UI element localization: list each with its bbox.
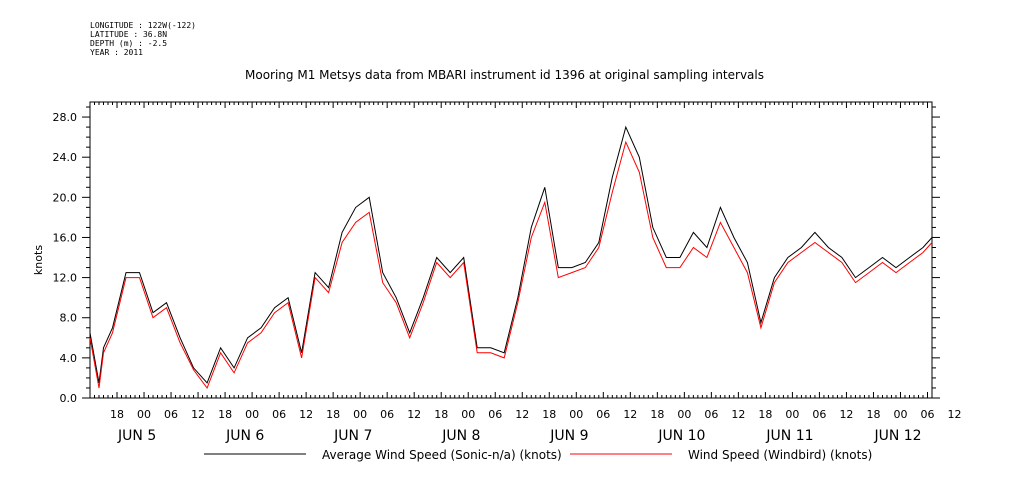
x-hour-label: 18 xyxy=(542,408,556,421)
x-hour-label: 12 xyxy=(299,408,313,421)
series-line-average xyxy=(89,125,933,384)
x-hour-label: 00 xyxy=(461,408,475,421)
x-hour-label: 06 xyxy=(596,408,610,421)
x-day-label: JUN 6 xyxy=(225,428,264,444)
x-hour-label: 18 xyxy=(866,408,880,421)
x-hour-label: 12 xyxy=(948,408,962,421)
x-hour-label: 00 xyxy=(893,408,907,421)
x-hour-label: 06 xyxy=(488,408,502,421)
meta-longitude: LONGITUDE : 122W(-122) xyxy=(90,21,196,30)
x-hour-label: 12 xyxy=(191,408,205,421)
meta-year: YEAR : 2011 xyxy=(90,48,143,57)
x-hour-label: 18 xyxy=(110,408,124,421)
legend-label-windbird: Wind Speed (Windbird) (knots) xyxy=(688,448,872,462)
y-tick-label: 28.0 xyxy=(53,111,78,124)
x-hour-label: 06 xyxy=(812,408,826,421)
x-day-label: JUN 11 xyxy=(765,428,813,444)
series-line-windbird xyxy=(89,140,933,390)
x-hour-label: 06 xyxy=(272,408,286,421)
metadata-block: LONGITUDE : 122W(-122) LATITUDE : 36.8N … xyxy=(90,21,196,57)
meta-latitude: LATITUDE : 36.8N xyxy=(90,30,168,39)
x-hour-label: 18 xyxy=(758,408,772,421)
x-hour-label: 12 xyxy=(731,408,745,421)
x-hour-label: 18 xyxy=(434,408,448,421)
x-hour-label: 00 xyxy=(569,408,583,421)
x-hour-label: 00 xyxy=(677,408,691,421)
x-day-label: JUN 7 xyxy=(333,428,372,444)
chart-title: Mooring M1 Metsys data from MBARI instru… xyxy=(245,68,764,82)
y-tick-label: 0.0 xyxy=(60,392,78,405)
legend-label-average: Average Wind Speed (Sonic-n/a) (knots) xyxy=(322,448,562,462)
x-hour-label: 12 xyxy=(839,408,853,421)
x-hour-label: 00 xyxy=(245,408,259,421)
plot-frame xyxy=(89,101,933,399)
y-axis-label: knots xyxy=(32,245,45,275)
x-hour-label: 12 xyxy=(623,408,637,421)
x-hour-label: 18 xyxy=(650,408,664,421)
x-hour-label: 12 xyxy=(515,408,529,421)
x-hour-label: 00 xyxy=(785,408,799,421)
legend: Average Wind Speed (Sonic-n/a) (knots) W… xyxy=(204,448,872,462)
x-day-label: JUN 8 xyxy=(441,428,480,444)
y-tick-label: 16.0 xyxy=(53,231,78,244)
series-lines xyxy=(89,125,933,390)
x-hour-label: 18 xyxy=(218,408,232,421)
x-day-label: JUN 9 xyxy=(549,428,588,444)
x-hour-label: 06 xyxy=(704,408,718,421)
x-hour-label: 12 xyxy=(407,408,421,421)
y-tick-label: 8.0 xyxy=(60,312,78,325)
y-tick-label: 4.0 xyxy=(60,352,78,365)
y-tick-label: 20.0 xyxy=(53,191,78,204)
y-tick-label: 12.0 xyxy=(53,272,78,285)
x-hour-label: 00 xyxy=(137,408,151,421)
x-hour-label: 06 xyxy=(920,408,934,421)
x-hour-label: 06 xyxy=(380,408,394,421)
x-hour-label: 06 xyxy=(164,408,178,421)
x-day-label: JUN 5 xyxy=(117,428,156,444)
meta-depth: DEPTH (m) : -2.5 xyxy=(90,39,168,48)
x-day-label: JUN 12 xyxy=(873,428,921,444)
x-hour-label: 18 xyxy=(326,408,340,421)
x-day-label: JUN 10 xyxy=(657,428,705,444)
y-tick-label: 24.0 xyxy=(53,151,78,164)
x-hour-label: 00 xyxy=(353,408,367,421)
axes: 18 00 06 12 18 00 06 12 18 00 06 12 18 00 06 12 18 00 06 12… xyxy=(53,101,962,444)
